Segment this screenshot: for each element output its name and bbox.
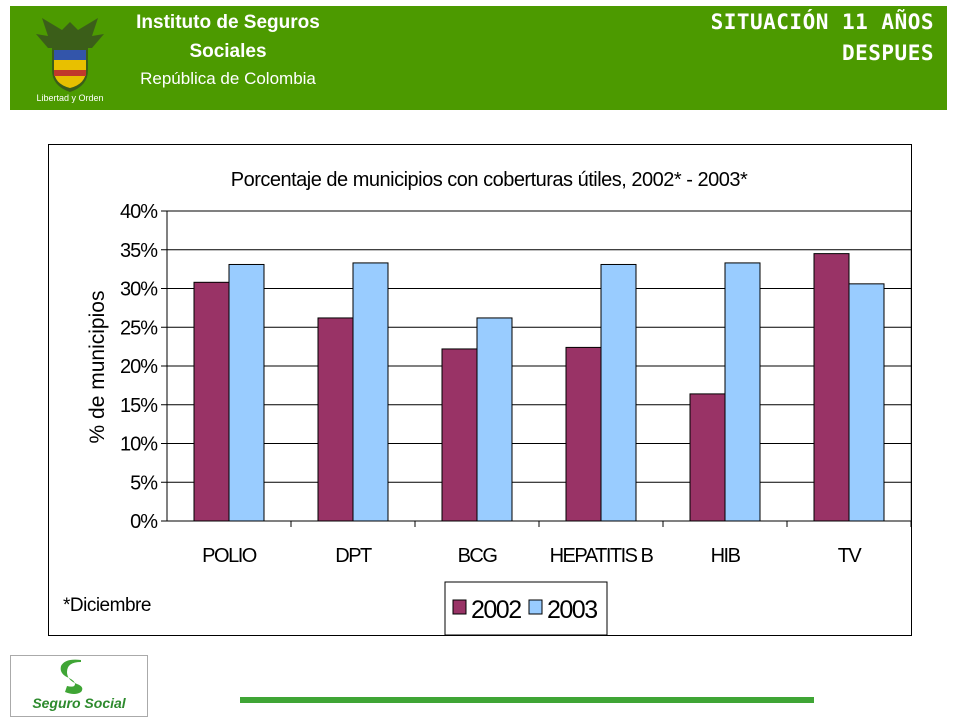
coat-of-arms-icon: Libertad y Orden bbox=[36, 18, 104, 103]
bar-2003-hib bbox=[724, 262, 761, 522]
y-tick-label: 20% bbox=[120, 356, 158, 378]
bar-2002-polio bbox=[193, 281, 230, 522]
logo-text: Seguro Social bbox=[32, 695, 126, 711]
y-tick-label: 0% bbox=[130, 511, 158, 533]
footer-divider bbox=[240, 697, 814, 703]
bar-2002-hepatitis-b bbox=[565, 346, 602, 522]
seguro-social-s-icon bbox=[60, 659, 83, 694]
seguro-social-logo: Seguro Social bbox=[10, 655, 148, 717]
legend-label-2003: 2003 bbox=[547, 596, 597, 624]
chart-title: Porcentaje de municipios con coberturas … bbox=[231, 169, 748, 191]
legend-swatch-2002 bbox=[452, 599, 467, 615]
legend-box bbox=[444, 581, 608, 635]
y-tick-label: 5% bbox=[130, 472, 158, 494]
bar-2003-tv bbox=[848, 283, 885, 522]
bar-2003-dpt bbox=[352, 262, 389, 522]
slide-title-line1: SITUACIÓN 11 AÑOS bbox=[710, 10, 934, 34]
chart-area: 0% 5% 10% 15% 20% 25% 30% 35% 40% POLIO DPT BCG HEPA… bbox=[48, 144, 912, 636]
header-banner bbox=[10, 6, 947, 110]
coat-caption: Libertad y Orden bbox=[36, 93, 103, 103]
bar-2003-polio bbox=[228, 263, 265, 522]
bar-2003-hepatitis-b bbox=[600, 263, 637, 522]
y-tick-label: 40% bbox=[120, 201, 158, 223]
footnote: *Diciembre bbox=[63, 595, 151, 616]
legend: 2002 2003 bbox=[444, 581, 608, 635]
y-tick-label: 35% bbox=[120, 240, 158, 262]
x-tick-label: BCG bbox=[458, 545, 498, 567]
x-tick-label: HIB bbox=[711, 545, 741, 567]
y-tick-label: 10% bbox=[120, 434, 158, 456]
bar-2002-tv bbox=[813, 253, 850, 522]
institution-subtitle: República de Colombia bbox=[140, 69, 316, 88]
y-tick-label: 30% bbox=[120, 279, 158, 301]
bar-chart: 0% 5% 10% 15% 20% 25% 30% 35% 40% POLIO DPT BCG HEPA… bbox=[63, 169, 911, 635]
x-tick-label: HEPATITIS B bbox=[550, 545, 654, 567]
slide-title-line2: DESPUES bbox=[841, 41, 934, 65]
bar-2002-dpt bbox=[317, 317, 354, 522]
y-tick-label: 15% bbox=[120, 395, 158, 417]
x-tick-label: DPT bbox=[335, 545, 372, 567]
y-axis-label: % de municipios bbox=[86, 291, 109, 444]
legend-label-2002: 2002 bbox=[471, 596, 521, 624]
institution-name-line1: Instituto de Seguros bbox=[136, 12, 320, 33]
bar-2003-bcg bbox=[476, 317, 513, 522]
x-tick-label: TV bbox=[838, 545, 863, 567]
bar-2002-hib bbox=[689, 393, 726, 522]
y-tick-label: 25% bbox=[120, 317, 158, 339]
institution-name-line2: Sociales bbox=[189, 41, 267, 62]
x-tick-label: POLIO bbox=[202, 545, 257, 567]
legend-swatch-2003 bbox=[528, 599, 543, 615]
bar-2002-bcg bbox=[441, 348, 478, 522]
